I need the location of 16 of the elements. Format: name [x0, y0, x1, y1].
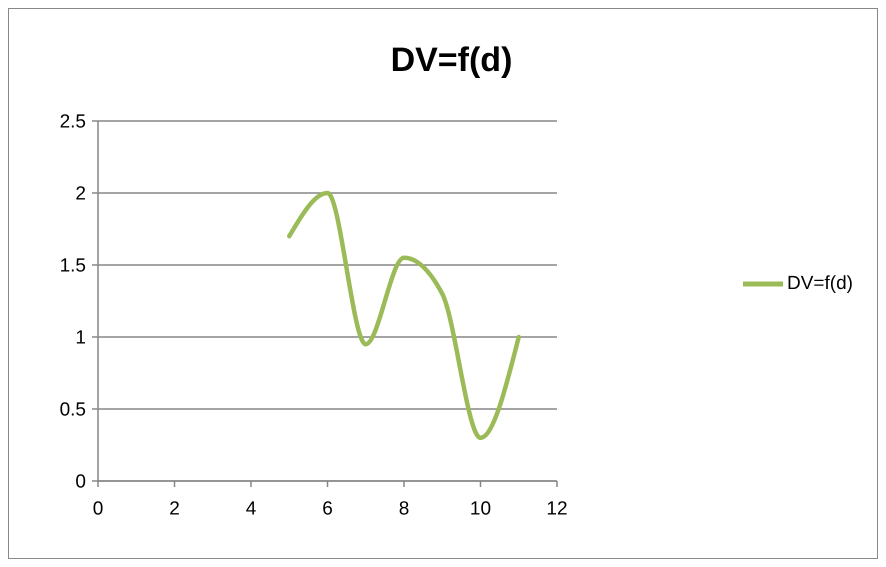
y-tick-label: 0	[75, 472, 86, 493]
x-tick-label: 8	[398, 498, 410, 520]
x-tick-label: 10	[470, 498, 492, 520]
x-tick-label: 0	[92, 498, 104, 520]
y-tick-label: 2	[75, 184, 86, 205]
line-series	[287, 190, 521, 440]
y-tick-label: 1	[75, 328, 86, 349]
y-tick-label: 2.5	[60, 112, 86, 133]
y-tick-label: 0.5	[60, 400, 86, 421]
x-tick-label: 2	[169, 498, 180, 520]
chart-title: DV=f(d)	[390, 41, 514, 80]
x-tick-label: 6	[322, 498, 333, 520]
x-tick-label: 12	[546, 498, 568, 520]
y-tick-label: 1.5	[60, 256, 86, 277]
x-tick-label: 4	[246, 498, 257, 520]
legend-label: DV=f(d)	[787, 272, 853, 294]
